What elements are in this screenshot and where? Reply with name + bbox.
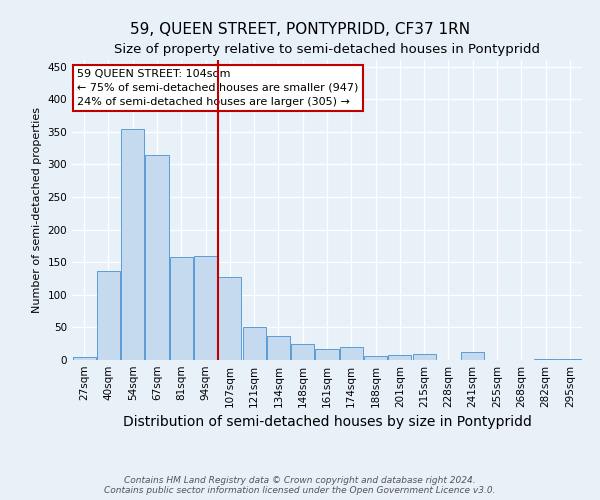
X-axis label: Distribution of semi-detached houses by size in Pontypridd: Distribution of semi-detached houses by … — [122, 416, 532, 430]
Bar — [364, 356, 387, 360]
Bar — [388, 356, 412, 360]
Bar — [121, 129, 144, 360]
Bar — [97, 270, 120, 360]
Text: Contains HM Land Registry data © Crown copyright and database right 2024.
Contai: Contains HM Land Registry data © Crown c… — [104, 476, 496, 495]
Bar — [267, 336, 290, 360]
Bar — [316, 349, 338, 360]
Bar — [413, 354, 436, 360]
Bar — [194, 256, 217, 360]
Bar — [73, 358, 95, 360]
Bar — [461, 352, 484, 360]
Bar — [218, 277, 241, 360]
Text: 59 QUEEN STREET: 104sqm
← 75% of semi-detached houses are smaller (947)
24% of s: 59 QUEEN STREET: 104sqm ← 75% of semi-de… — [77, 69, 358, 107]
Bar — [534, 358, 557, 360]
Y-axis label: Number of semi-detached properties: Number of semi-detached properties — [32, 107, 42, 313]
Bar — [170, 257, 193, 360]
Bar — [242, 328, 266, 360]
Bar — [340, 347, 363, 360]
Text: 59, QUEEN STREET, PONTYPRIDD, CF37 1RN: 59, QUEEN STREET, PONTYPRIDD, CF37 1RN — [130, 22, 470, 38]
Bar — [145, 154, 169, 360]
Bar — [291, 344, 314, 360]
Title: Size of property relative to semi-detached houses in Pontypridd: Size of property relative to semi-detach… — [114, 43, 540, 56]
